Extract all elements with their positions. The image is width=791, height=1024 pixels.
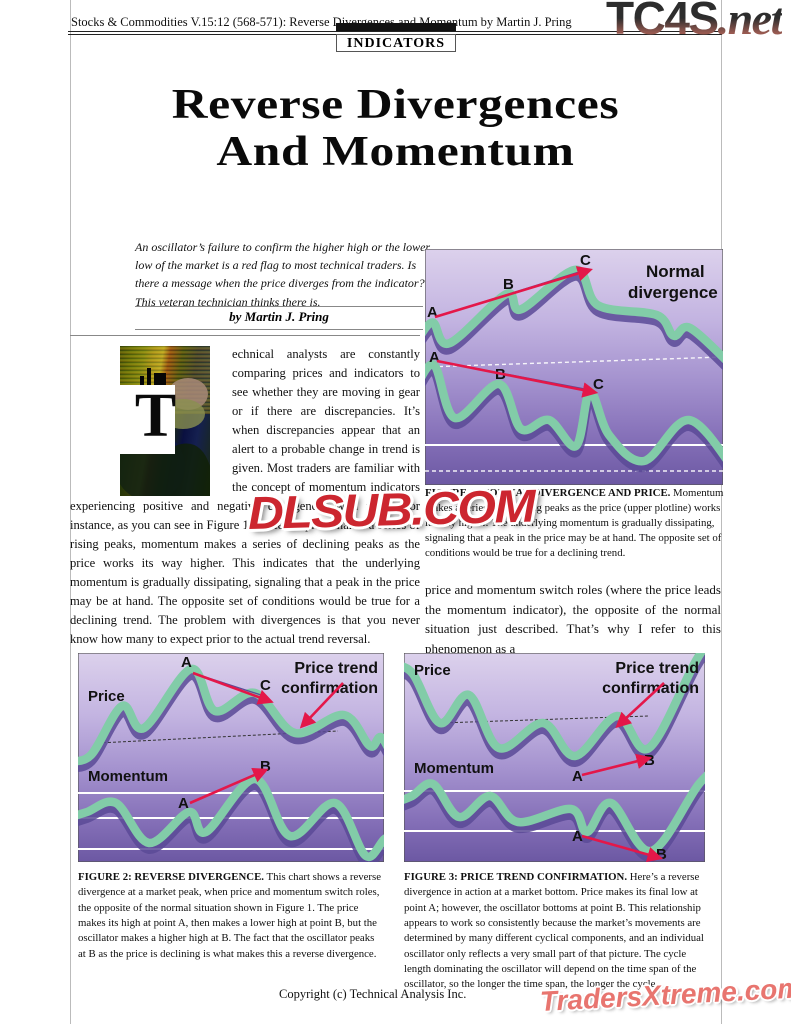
svg-text:A: A	[178, 795, 189, 812]
svg-text:A: A	[572, 828, 583, 845]
svg-text:Price trend: Price trend	[294, 660, 378, 677]
svg-text:divergence: divergence	[628, 283, 718, 302]
svg-text:B: B	[503, 276, 514, 293]
svg-text:A: A	[427, 304, 438, 321]
svg-text:B: B	[260, 758, 271, 775]
svg-text:Price: Price	[414, 662, 451, 679]
svg-text:B: B	[644, 752, 655, 769]
svg-text:Price: Price	[88, 688, 125, 705]
svg-text:C: C	[580, 252, 591, 269]
svg-text:confirmation: confirmation	[281, 680, 378, 697]
svg-text:Momentum: Momentum	[88, 768, 168, 785]
svg-text:Momentum: Momentum	[414, 760, 494, 777]
svg-text:A: A	[572, 768, 583, 785]
svg-text:A: A	[181, 654, 192, 671]
svg-text:Price trend: Price trend	[615, 660, 699, 677]
svg-text:C: C	[260, 677, 271, 694]
svg-text:B: B	[656, 846, 667, 862]
svg-text:A: A	[429, 349, 440, 366]
svg-text:C: C	[593, 376, 604, 393]
svg-text:Normal: Normal	[646, 262, 705, 281]
